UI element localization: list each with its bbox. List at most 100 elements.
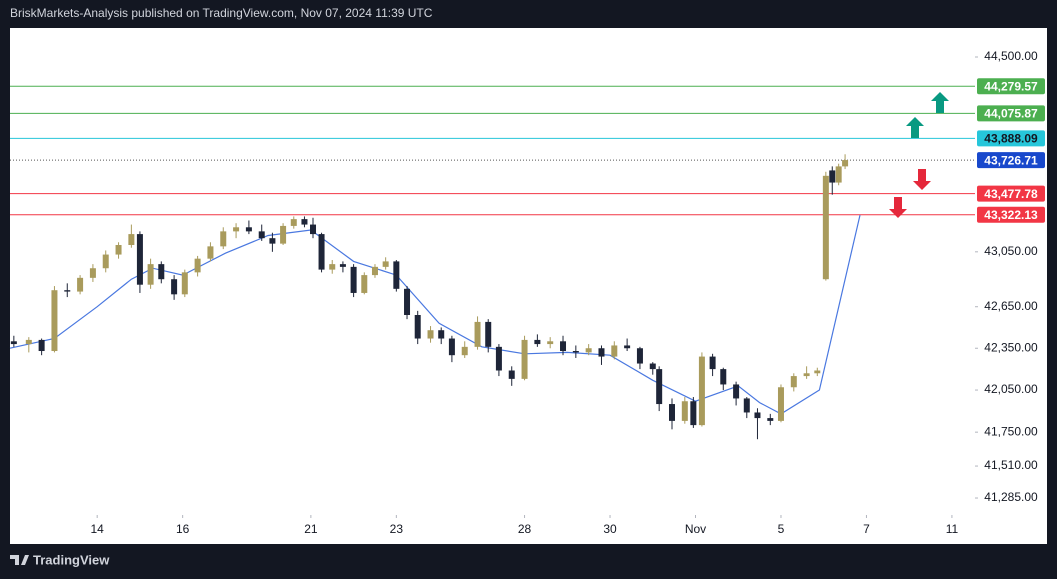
candle-body bbox=[835, 166, 842, 183]
candle-body bbox=[790, 376, 797, 388]
candle-body bbox=[158, 264, 165, 280]
candle-body bbox=[414, 315, 421, 339]
candle-body bbox=[803, 373, 810, 377]
candle-body bbox=[624, 345, 631, 349]
candle-body bbox=[310, 224, 317, 235]
candle-body bbox=[521, 339, 528, 379]
candle-body bbox=[585, 348, 592, 353]
candle-body bbox=[136, 234, 143, 285]
candle-body bbox=[371, 266, 378, 276]
x-tick-label: 5 bbox=[778, 522, 785, 536]
candle-body bbox=[318, 234, 325, 270]
y-tick-label: 42,350.00 bbox=[984, 340, 1038, 354]
candle-body bbox=[495, 346, 502, 371]
y-tick-label: 42,050.00 bbox=[984, 382, 1038, 396]
level-label-box bbox=[977, 206, 1045, 223]
levels: 44,279.57 44,075.87 43,888.09 43,726.71 43,4… bbox=[10, 78, 1045, 223]
x-tick-label: 7 bbox=[863, 522, 870, 536]
candle-body bbox=[280, 225, 287, 244]
candle-body bbox=[754, 412, 761, 419]
candle-body bbox=[245, 227, 252, 232]
candle-body bbox=[572, 351, 579, 353]
candle-body bbox=[207, 246, 214, 259]
level-label: 43,477.78 bbox=[984, 187, 1038, 201]
candle-body bbox=[668, 404, 675, 421]
candle-body bbox=[115, 244, 122, 255]
x-tick-label: 23 bbox=[390, 522, 404, 536]
y-tick-label: 43,050.00 bbox=[984, 244, 1038, 258]
moving-average bbox=[9, 214, 861, 415]
up-arrow bbox=[906, 117, 924, 138]
candle-body bbox=[25, 339, 32, 345]
candles bbox=[10, 154, 849, 440]
level-label: 44,075.87 bbox=[984, 106, 1038, 120]
candle-body bbox=[448, 338, 455, 356]
candle-body bbox=[269, 238, 276, 244]
x-tick-label: 11 bbox=[946, 522, 959, 536]
candle-body bbox=[560, 341, 567, 352]
candle-body bbox=[339, 264, 346, 267]
level-label-box bbox=[977, 130, 1045, 147]
candle-body bbox=[171, 279, 178, 295]
candle-body bbox=[534, 339, 541, 345]
candle-body bbox=[301, 219, 308, 225]
candle-body bbox=[777, 387, 784, 421]
candle-body bbox=[404, 288, 411, 316]
candle-body bbox=[656, 369, 663, 405]
chart-panel bbox=[10, 28, 1047, 544]
candle-body bbox=[709, 356, 716, 370]
header-title: BriskMarkets-Analysis published on Tradi… bbox=[10, 6, 433, 20]
candle-body bbox=[733, 384, 740, 399]
candle-body bbox=[147, 264, 154, 285]
level-label-box bbox=[977, 185, 1045, 202]
candle-body bbox=[598, 348, 605, 357]
candle-body bbox=[649, 363, 656, 370]
logo-icon bbox=[10, 555, 29, 565]
candle-body bbox=[427, 330, 434, 339]
candle-body bbox=[743, 398, 750, 413]
candle-body bbox=[233, 227, 240, 232]
candle-body bbox=[822, 175, 829, 280]
candle-body bbox=[64, 290, 71, 292]
candle-body bbox=[329, 264, 336, 270]
level-label-box bbox=[977, 105, 1045, 122]
x-tick-label: 16 bbox=[176, 522, 190, 536]
x-tick-label: Nov bbox=[685, 522, 706, 536]
candle-body bbox=[393, 261, 400, 289]
candle-body bbox=[102, 254, 109, 269]
candle-body bbox=[77, 277, 84, 292]
candle-body bbox=[361, 275, 368, 293]
down-arrow bbox=[889, 197, 907, 218]
arrows bbox=[889, 92, 949, 218]
candle-body bbox=[485, 321, 492, 347]
candle-body bbox=[698, 356, 705, 426]
candle-body bbox=[181, 272, 188, 295]
level-label: 43,888.09 bbox=[984, 132, 1038, 146]
candle-body bbox=[690, 401, 697, 426]
candle-body bbox=[720, 369, 727, 385]
candle-body bbox=[38, 339, 45, 352]
candle-body bbox=[829, 170, 836, 183]
x-tick-label: 14 bbox=[91, 522, 105, 536]
y-tick-label: 41,510.00 bbox=[984, 458, 1038, 472]
level-label-box bbox=[977, 152, 1045, 169]
candle-body bbox=[89, 268, 96, 278]
down-arrow bbox=[913, 169, 931, 190]
candle-body bbox=[681, 401, 688, 421]
y-tick-label: 41,750.00 bbox=[984, 424, 1038, 438]
candle-body bbox=[51, 290, 58, 352]
candle-body bbox=[474, 321, 481, 347]
candle-body bbox=[611, 345, 618, 357]
candle-body bbox=[814, 370, 821, 374]
candle-body bbox=[258, 231, 265, 239]
y-tick-label: 41,285.00 bbox=[984, 490, 1038, 504]
candle-body bbox=[636, 348, 643, 364]
candle-body bbox=[290, 219, 297, 226]
candle-body bbox=[461, 346, 468, 356]
plot: 44,500.00 43,050.00 42,650.00 42,350.00 42,0… bbox=[9, 49, 1045, 536]
footer-brand: TradingView bbox=[33, 552, 110, 567]
up-arrow bbox=[931, 92, 949, 113]
candle-body bbox=[10, 341, 17, 345]
level-label: 43,322.13 bbox=[984, 208, 1038, 222]
